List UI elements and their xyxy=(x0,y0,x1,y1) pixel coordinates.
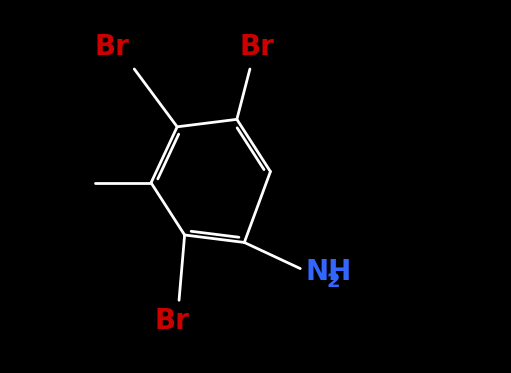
Text: 2: 2 xyxy=(327,272,340,291)
Text: NH: NH xyxy=(306,258,352,286)
Text: Br: Br xyxy=(154,307,189,335)
Text: Br: Br xyxy=(95,32,129,61)
Text: Br: Br xyxy=(240,32,275,61)
